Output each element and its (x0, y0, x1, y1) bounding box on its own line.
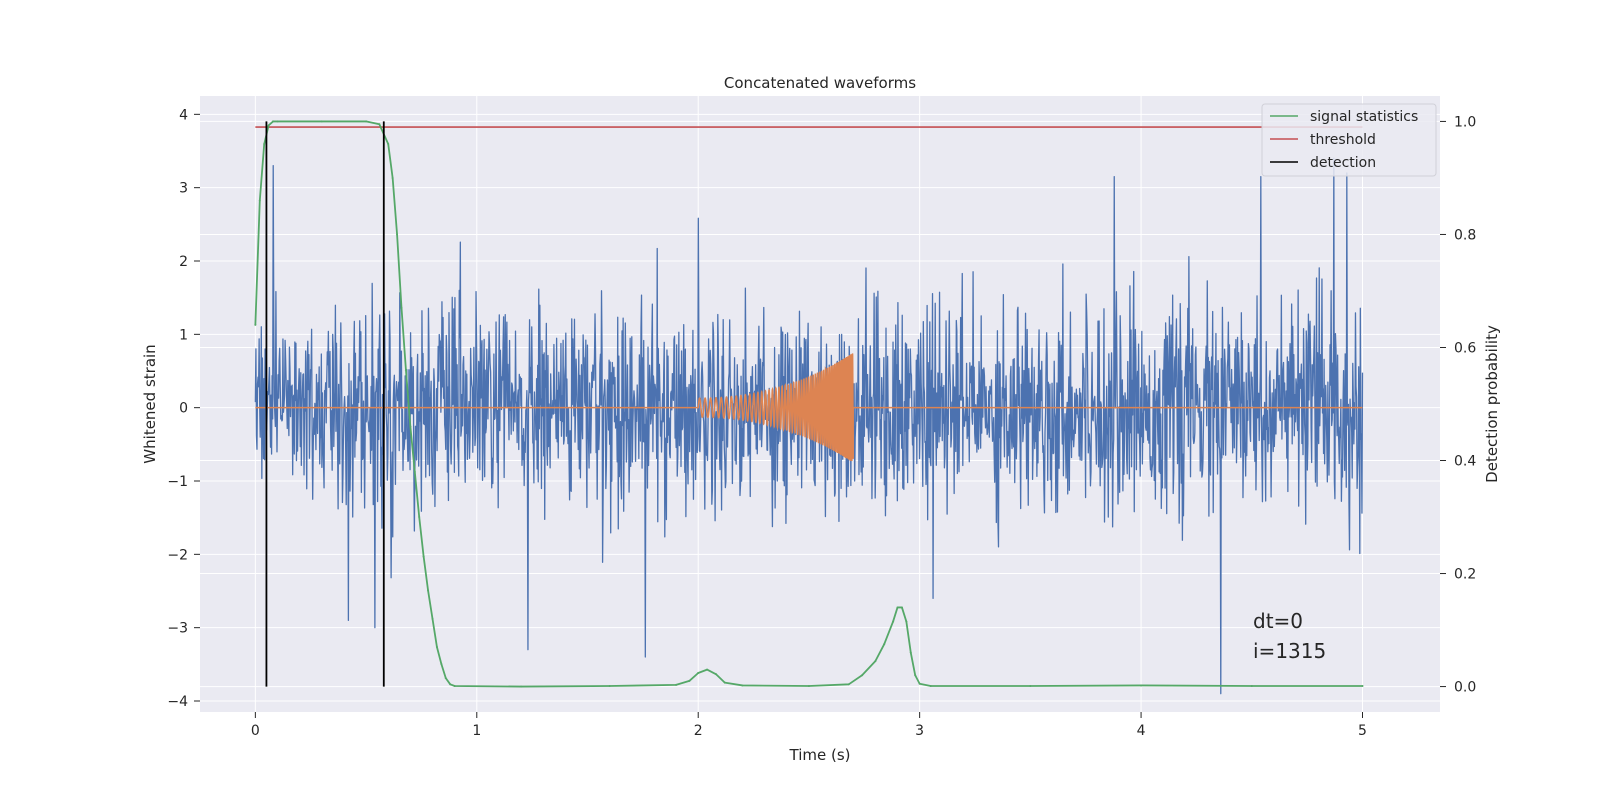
legend-label-signal-statistics: signal statistics (1310, 109, 1418, 125)
signal-statistics-point (807, 685, 810, 688)
annotation-dt: dt=0 (1253, 609, 1303, 633)
signal-statistics-point (706, 668, 709, 671)
signal-statistics-point (874, 660, 877, 663)
signal-statistics-point (900, 606, 903, 609)
signal-statistics-point (909, 651, 912, 654)
signal-statistics-point (453, 685, 456, 688)
signal-statistics-point (422, 555, 425, 558)
signal-statistics-point (905, 620, 908, 623)
y-tick-label: 0 (179, 401, 188, 417)
signal-statistics-point (741, 684, 744, 687)
y2-tick-label: 0.4 (1454, 454, 1476, 470)
signal-statistics-point (400, 306, 403, 309)
axis-layer: 0 1 2 3 4 5 4 3 2 1 0 −1 −2 −3 −4 1.0 0.8 0.6 0.4 0.2 0.0 (167, 107, 1476, 739)
y2-tick-label: 0.8 (1454, 227, 1476, 243)
x-tick-label: 3 (915, 723, 924, 739)
signal-statistics-point (391, 176, 394, 179)
signal-statistics-point (896, 606, 899, 609)
signal-statistics-point (697, 672, 700, 675)
y-tick-label: 3 (179, 181, 188, 197)
y-tick-label: −3 (167, 621, 188, 637)
signal-statistics-point (320, 120, 323, 123)
signal-statistics-point (883, 643, 886, 646)
data-layer (254, 120, 1364, 695)
signal-statistics-point (440, 662, 443, 665)
x-tick-label: 5 (1358, 723, 1367, 739)
signal-statistics-point (723, 681, 726, 684)
signal-statistics-point (847, 683, 850, 686)
signal-statistics-point (396, 233, 399, 236)
signal-statistics-point (267, 124, 270, 127)
signal-statistics-point (1361, 685, 1364, 688)
x-tick-label: 2 (694, 723, 703, 739)
signal-statistics-point (365, 120, 368, 123)
signal-statistics-point (418, 516, 421, 519)
signal-statistics-point (431, 617, 434, 620)
signal-statistics-point (861, 674, 864, 677)
signal-statistics-point (714, 673, 717, 676)
y2-axis-label: Detection probability (1483, 325, 1501, 483)
signal-statistics-point (276, 120, 279, 123)
legend-box (1261, 103, 1437, 177)
signal-statistics-point (688, 679, 691, 682)
signal-statistics-point (413, 470, 416, 473)
legend-label-threshold: threshold (1310, 132, 1376, 148)
signal-statistics-point (378, 123, 381, 126)
signal-statistics-point (258, 199, 261, 202)
signal-statistics-point (1029, 685, 1032, 688)
waveform-series (255, 353, 1363, 462)
y-tick-label: −2 (167, 547, 188, 563)
signal-statistics-point (449, 683, 452, 686)
y-tick-label: −4 (167, 694, 188, 710)
signal-statistics-point (409, 425, 412, 428)
annotation: dt=0 i=1315 (1253, 609, 1326, 663)
y2-tick-label: 1.0 (1454, 114, 1476, 130)
signal-statistics-point (387, 143, 390, 146)
signal-statistics-point (675, 683, 678, 686)
x-tick-label: 1 (472, 723, 481, 739)
x-tick-label: 0 (251, 723, 260, 739)
annotation-index: i=1315 (1253, 639, 1326, 663)
signal-statistics-point (254, 323, 257, 326)
signal-statistics-point (929, 685, 932, 688)
y2-tick-label: 0.2 (1454, 567, 1476, 583)
y-tick-label: 1 (179, 327, 188, 343)
signal-statistics-point (404, 369, 407, 372)
chart-title: Concatenated waveforms (724, 74, 916, 92)
signal-statistics-point (914, 674, 917, 677)
signal-statistics-point (892, 620, 895, 623)
signal-statistics-point (608, 685, 611, 688)
y-axis-label: Whitened strain (141, 344, 159, 463)
legend-label-detection: detection (1310, 155, 1376, 171)
x-tick-label: 4 (1137, 723, 1146, 739)
signal-statistics-point (444, 677, 447, 680)
y-tick-label: 4 (179, 107, 188, 123)
signal-statistics-point (263, 143, 266, 146)
signal-statistics-point (918, 682, 921, 685)
x-axis-label: Time (s) (789, 746, 851, 764)
signal-statistics-point (435, 646, 438, 649)
signal-statistics-point (427, 589, 430, 592)
signal-statistics-point (520, 685, 523, 688)
legend: signal statistics threshold detection (1261, 103, 1437, 177)
signal-statistics-point (1140, 684, 1143, 687)
signal-statistics-point (1250, 685, 1253, 688)
y-tick-label: −1 (167, 474, 188, 490)
y2-tick-label: 0.6 (1454, 340, 1476, 356)
signal-statistics-point (272, 120, 275, 123)
y-tick-label: 2 (179, 254, 188, 270)
y2-tick-label: 0.0 (1454, 680, 1476, 696)
